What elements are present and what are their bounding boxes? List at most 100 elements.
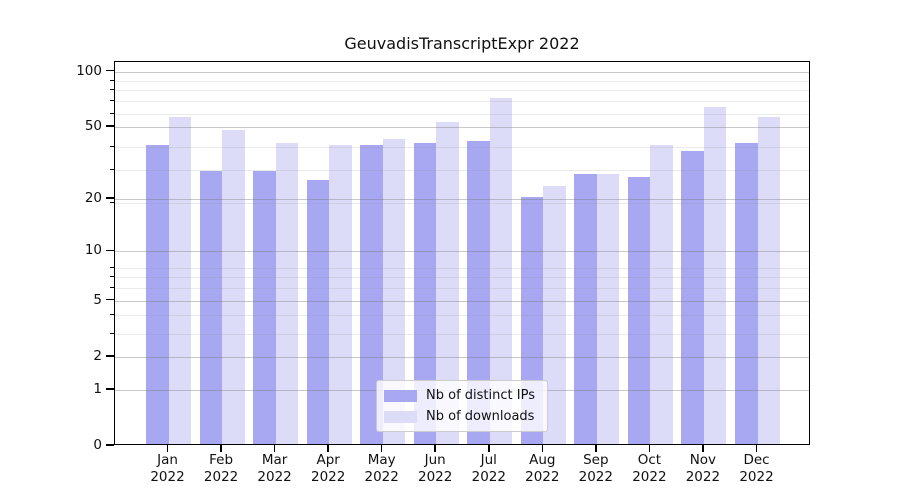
y-tick-label-100: 100	[76, 62, 102, 79]
gridline-minor	[115, 101, 809, 103]
x-tick-label-month: Apr	[316, 452, 340, 468]
gridline-minor	[115, 277, 809, 279]
legend-item-downloads: Nb of downloads	[384, 406, 535, 427]
x-tick-label-year: 2022	[364, 469, 399, 485]
gridline-minor	[115, 333, 809, 335]
x-tick-label-may: May 2022	[350, 452, 414, 486]
legend: Nb of distinct IPs Nb of downloads	[376, 380, 548, 432]
x-tick-aug	[541, 445, 544, 452]
x-tick-label-month: Jun	[424, 452, 446, 468]
legend-label-downloads: Nb of downloads	[426, 409, 535, 424]
y-tick-label-10: 10	[84, 242, 102, 259]
bar-distinct-ips-jan	[146, 144, 169, 444]
legend-swatch-distinct-ips	[384, 389, 418, 402]
bar-downloads-jan	[168, 117, 191, 444]
gridline-minor	[115, 146, 809, 148]
x-tick-label-month: Mar	[261, 452, 288, 468]
x-tick-label-sep: Sep 2022	[564, 452, 628, 486]
bar-downloads-sep	[596, 173, 620, 444]
bar-downloads-aug	[543, 186, 566, 444]
gridline-minor	[115, 170, 809, 171]
chart-title: GeuvadisTranscriptExpr 2022	[344, 34, 580, 53]
bar-downloads-dec	[757, 117, 780, 444]
bar-distinct-ips-jul	[467, 140, 490, 444]
x-tick-label-year: 2022	[418, 469, 453, 485]
bar-downloads-nov	[703, 106, 727, 444]
y-tick-2	[106, 355, 114, 357]
y-tick-0	[106, 444, 114, 446]
bar-distinct-ips-feb	[199, 170, 223, 444]
x-tick-label-month: May	[367, 452, 396, 468]
x-tick-label-nov: Nov 2022	[671, 452, 735, 486]
legend-swatch-downloads	[384, 410, 418, 423]
y-tick-label-1: 1	[93, 380, 102, 397]
x-tick-label-year: 2022	[739, 469, 774, 485]
bar-downloads-feb	[222, 129, 245, 444]
x-tick-jul	[488, 445, 490, 452]
gridline-major	[115, 198, 809, 200]
x-tick-label-month: Sep	[583, 452, 609, 468]
x-tick-jun	[434, 445, 436, 452]
gridline-minor	[115, 202, 809, 204]
bar-distinct-ips-mar	[253, 170, 276, 444]
plot-area: Nb of distinct IPs Nb of downloads	[114, 61, 810, 445]
gridline-minor	[115, 113, 809, 115]
x-tick-label-year: 2022	[471, 469, 506, 485]
x-tick-label-feb: Feb 2022	[189, 452, 253, 486]
y-tick-10	[106, 249, 114, 252]
x-tick-sep	[595, 445, 597, 452]
bar-distinct-ips-apr	[306, 179, 330, 444]
gridline-major	[115, 126, 809, 128]
x-tick-label-jun: Jun 2022	[403, 452, 467, 486]
x-tick-mar	[273, 445, 276, 452]
x-tick-feb	[220, 445, 222, 452]
x-tick-label-year: 2022	[685, 469, 721, 485]
x-tick-label-month: Aug	[529, 452, 556, 468]
x-tick-label-oct: Oct 2022	[617, 452, 681, 486]
x-tick-label-year: 2022	[311, 469, 346, 485]
y-tick-label-5: 5	[93, 291, 102, 308]
y-tick-label-2: 2	[93, 347, 102, 364]
x-tick-label-year: 2022	[150, 469, 185, 485]
y-tick-50	[106, 125, 114, 127]
bar-distinct-ips-oct	[627, 176, 651, 444]
x-tick-label-dec: Dec 2022	[725, 452, 789, 486]
bar-distinct-ips-jun	[413, 142, 437, 444]
x-tick-dec	[755, 445, 758, 452]
x-tick-label-mar: Mar 2022	[243, 452, 307, 486]
x-tick-label-month: Feb	[209, 452, 234, 468]
bar-distinct-ips-dec	[735, 142, 758, 444]
y-tick-100	[106, 69, 114, 72]
bar-downloads-apr	[329, 144, 352, 444]
gridline-major	[115, 71, 809, 73]
x-tick-label-year: 2022	[632, 469, 667, 485]
x-tick-label-month: Jul	[480, 452, 497, 468]
bar-distinct-ips-sep	[574, 173, 597, 444]
gridline-minor	[115, 90, 809, 92]
x-tick-label-year: 2022	[578, 469, 613, 485]
x-tick-label-month: Nov	[689, 452, 717, 468]
bar-downloads-jul	[489, 98, 513, 444]
bar-downloads-jun	[436, 121, 459, 444]
y-tick-5	[106, 298, 114, 301]
bar-distinct-ips-nov	[681, 151, 704, 444]
gridline-major	[115, 356, 809, 358]
x-tick-label-apr: Apr 2022	[296, 452, 360, 486]
gridline-minor	[115, 288, 809, 290]
bar-distinct-ips-may	[360, 144, 383, 444]
bar-downloads-mar	[275, 142, 299, 444]
y-tick-20	[106, 197, 114, 199]
gridline-major	[115, 251, 809, 253]
x-tick-apr	[327, 445, 329, 452]
x-tick-label-month: Oct	[637, 452, 662, 468]
x-tick-label-month: Jan	[157, 452, 178, 468]
x-tick-label-year: 2022	[203, 469, 239, 485]
x-tick-label-jan: Jan 2022	[136, 452, 200, 486]
gridline-minor	[115, 315, 809, 317]
x-tick-label-jul: Jul 2022	[457, 452, 521, 486]
bar-downloads-may	[382, 138, 406, 444]
y-tick-label-50: 50	[84, 117, 102, 134]
x-tick-nov	[702, 445, 704, 452]
x-tick-label-year: 2022	[525, 469, 560, 485]
